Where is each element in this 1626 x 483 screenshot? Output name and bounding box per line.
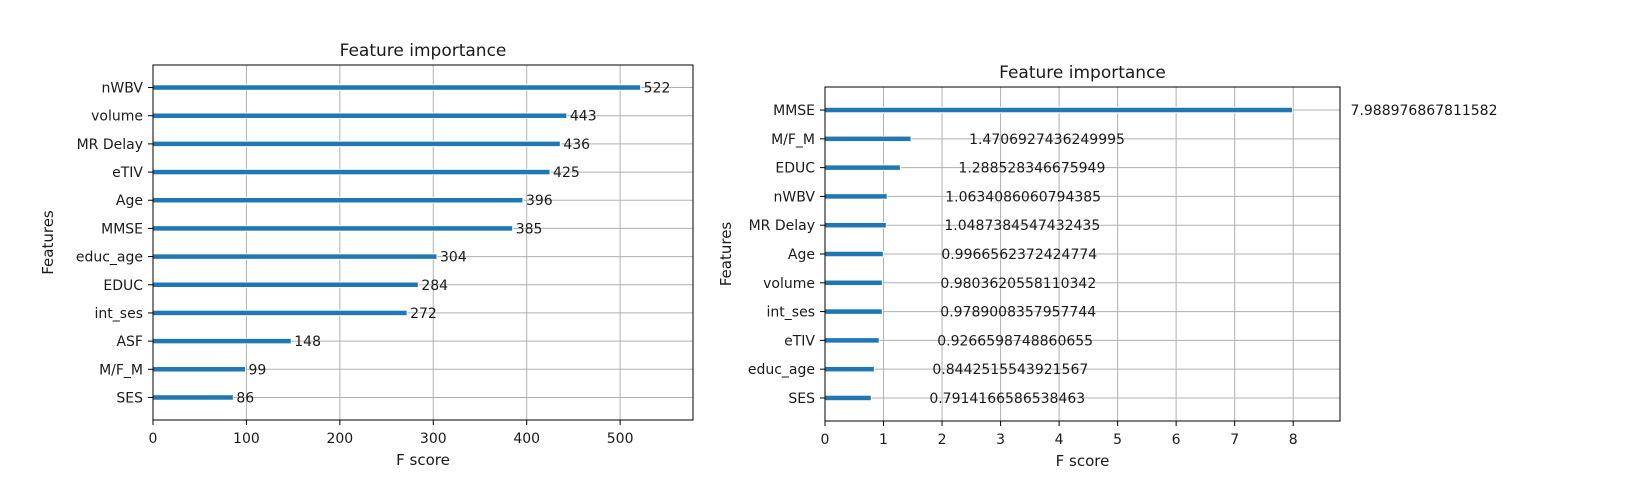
- bar: [824, 106, 1294, 114]
- bar: [152, 366, 246, 373]
- y-tick-label: ASF: [116, 334, 143, 350]
- x-tick-label: 500: [607, 431, 634, 447]
- chart-title: Feature importance: [999, 63, 1166, 83]
- y-tick-label: Age: [788, 247, 815, 263]
- data-label: 99: [248, 362, 266, 378]
- bar: [824, 221, 887, 229]
- x-tick-label: 400: [513, 431, 540, 447]
- data-label: 0.7914166586538463: [929, 391, 1085, 407]
- data-label: 1.0487384547432435: [944, 218, 1100, 234]
- y-tick-label: MMSE: [773, 103, 815, 119]
- x-tick-label: 7: [1230, 432, 1239, 448]
- x-tick-label: 0: [149, 431, 158, 447]
- data-label: 0.8442515543921567: [932, 362, 1088, 378]
- bar: [152, 168, 551, 176]
- data-label: 86: [236, 390, 254, 406]
- y-tick-label: int_ses: [767, 305, 815, 321]
- bar: [824, 394, 872, 402]
- data-label: 396: [526, 193, 553, 209]
- data-label: 522: [644, 81, 671, 97]
- bar: [824, 279, 883, 287]
- bar: [152, 394, 234, 401]
- bar: [152, 225, 514, 232]
- bar: [152, 196, 524, 204]
- data-label: 1.0634086060794385: [945, 189, 1101, 205]
- data-label: 436: [563, 137, 590, 153]
- x-tick-label: 4: [1055, 432, 1064, 448]
- bar: [152, 140, 561, 148]
- bar: [824, 164, 901, 171]
- bar: [152, 281, 419, 289]
- chart-2: 0 1 2 3 4 5 6 7 8 MMSE 7.988976867811582 M/F_M 1.470…: [717, 63, 1498, 470]
- y-tick-label: SES: [116, 390, 143, 406]
- x-tick-label: 5: [1113, 432, 1122, 448]
- x-tick-label: 300: [420, 431, 447, 447]
- data-label: 0.9266598748860655: [937, 333, 1093, 349]
- y-axis-label: Features: [39, 210, 57, 275]
- y-tick-label: MMSE: [101, 221, 143, 237]
- y-tick-label: educ_age: [748, 362, 815, 378]
- y-tick-label: EDUC: [775, 161, 815, 177]
- bar: [152, 84, 642, 91]
- y-tick-label: EDUC: [103, 278, 143, 294]
- data-label: 148: [294, 334, 321, 350]
- x-axis-label: F score: [396, 451, 450, 469]
- y-tick-label: educ_age: [76, 250, 143, 266]
- x-tick-label: 100: [233, 431, 260, 447]
- x-tick-label: 0: [821, 432, 830, 448]
- chart-title: Feature importance: [340, 41, 507, 61]
- bar: [824, 193, 888, 200]
- data-label: 7.988976867811582: [1351, 103, 1498, 119]
- bar: [824, 337, 880, 344]
- y-tick-label: eTIV: [784, 333, 815, 349]
- data-label: 0.9789008357957744: [940, 305, 1096, 321]
- data-label: 1.288528346675949: [958, 161, 1105, 177]
- plot-frame: [824, 86, 1341, 422]
- y-axis-label: Features: [717, 222, 735, 287]
- y-tick-label: int_ses: [95, 306, 143, 322]
- y-tick-label: MR Delay: [77, 137, 143, 153]
- y-tick-label: nWBV: [774, 189, 816, 205]
- x-tick-label: 8: [1289, 432, 1298, 448]
- chart-1: 0 100 200 300 400 500 nWBV 522 volume 443 MR Delay…: [39, 41, 694, 469]
- data-label: 284: [421, 278, 448, 294]
- x-tick-label: 1: [879, 432, 888, 448]
- data-label: 443: [570, 109, 597, 125]
- plot-frame: [152, 64, 694, 421]
- data-label: 272: [410, 306, 437, 322]
- bar: [152, 253, 438, 260]
- y-tick-label: M/F_M: [771, 132, 815, 148]
- x-tick-label: 3: [996, 432, 1005, 448]
- bar: [824, 365, 875, 373]
- x-tick-label: 200: [326, 431, 353, 447]
- bar: [152, 337, 292, 345]
- bar: [824, 308, 883, 315]
- y-tick-label: SES: [788, 391, 815, 407]
- y-tick-label: M/F_M: [99, 362, 143, 378]
- bar: [152, 309, 408, 317]
- x-tick-label: 6: [1172, 432, 1181, 448]
- x-axis-label: F score: [1056, 452, 1110, 470]
- data-label: 0.9803620558110342: [940, 276, 1096, 292]
- x-tick-label: 2: [938, 432, 947, 448]
- data-label: 304: [440, 250, 467, 266]
- bar: [824, 250, 884, 258]
- bar: [824, 135, 912, 143]
- y-tick-label: volume: [763, 276, 815, 292]
- y-tick-label: nWBV: [102, 81, 144, 97]
- y-tick-label: volume: [91, 109, 143, 125]
- data-label: 385: [516, 221, 543, 237]
- data-label: 425: [553, 165, 580, 181]
- y-tick-label: MR Delay: [749, 218, 815, 234]
- y-tick-label: Age: [116, 193, 143, 209]
- y-tick-label: eTIV: [112, 165, 143, 181]
- data-label: 0.9966562372424774: [941, 247, 1097, 263]
- data-label: 1.4706927436249995: [969, 132, 1125, 148]
- bar: [152, 112, 568, 119]
